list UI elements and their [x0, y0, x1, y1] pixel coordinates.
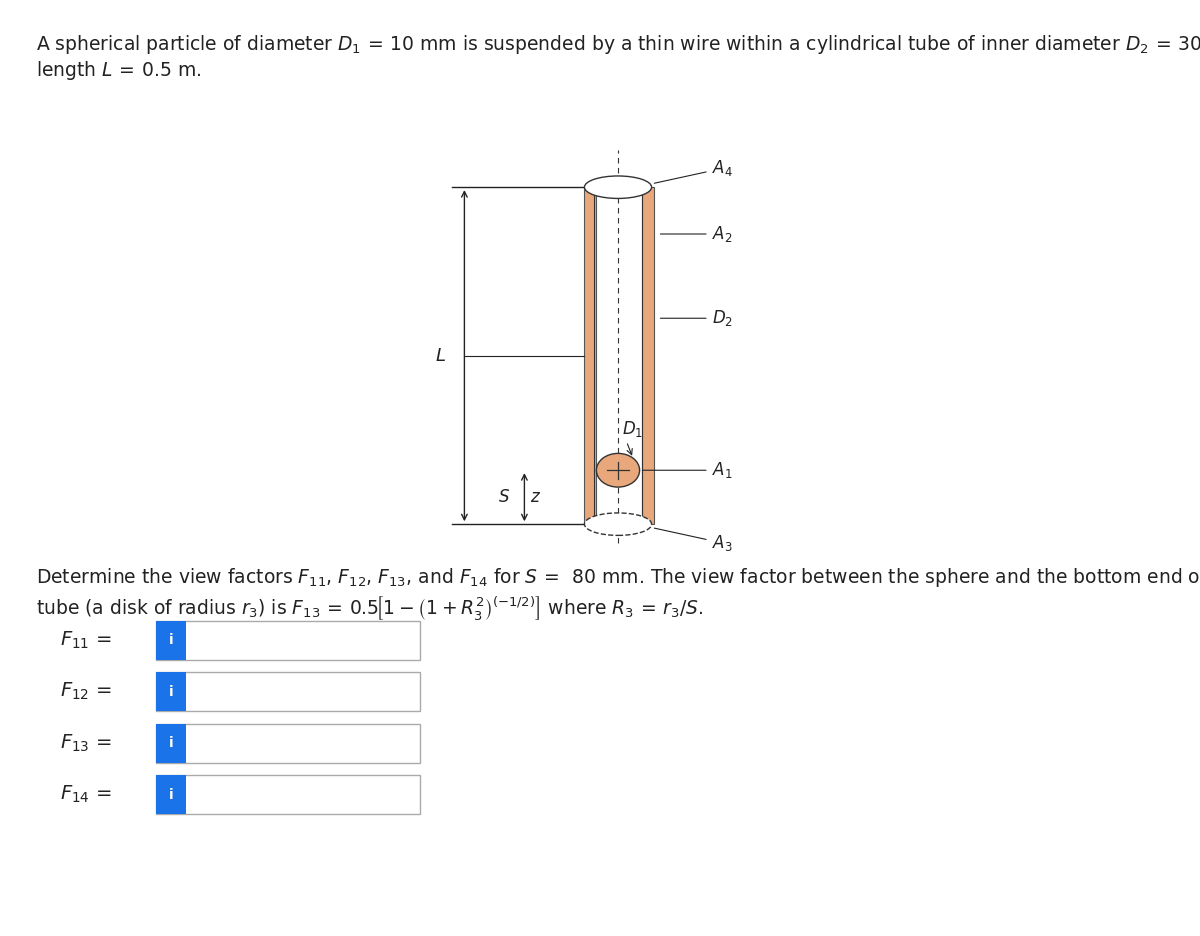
- FancyBboxPatch shape: [642, 187, 654, 524]
- Text: $L$: $L$: [436, 346, 446, 365]
- Text: $A_3$: $A_3$: [654, 528, 732, 553]
- Text: $F_{13}$ =: $F_{13}$ =: [60, 733, 112, 753]
- Text: A spherical particle of diameter $D_1\,=\,10$ mm is suspended by a thin wire wit: A spherical particle of diameter $D_1\,=…: [36, 33, 1200, 82]
- Text: i: i: [169, 737, 173, 750]
- Text: $F_{11}$ =: $F_{11}$ =: [60, 630, 112, 651]
- Text: i: i: [169, 788, 173, 801]
- Ellipse shape: [584, 176, 652, 198]
- Text: i: i: [169, 685, 173, 698]
- Text: tube (a disk of radius $r_3$) is $F_{13}\,=\,0.5\!\left[1-\left(1+R_3^2\right)^{: tube (a disk of radius $r_3$) is $F_{13}…: [36, 594, 703, 622]
- Text: $F_{12}$ =: $F_{12}$ =: [60, 681, 112, 702]
- Ellipse shape: [584, 513, 652, 535]
- Circle shape: [596, 453, 640, 487]
- Text: $D_2$: $D_2$: [660, 308, 733, 329]
- Text: $A_1$: $A_1$: [642, 461, 732, 480]
- Text: i: i: [169, 634, 173, 647]
- Text: $D_1$: $D_1$: [622, 419, 643, 439]
- Text: Determine the view factors $F_{11}$, $F_{12}$, $F_{13}$, and $F_{14}$ for $S\,=\: Determine the view factors $F_{11}$, $F_…: [36, 566, 1200, 590]
- Text: $A_2$: $A_2$: [660, 224, 732, 244]
- Text: $S$: $S$: [498, 489, 510, 506]
- Text: $z$: $z$: [530, 489, 541, 506]
- Text: $F_{14}$ =: $F_{14}$ =: [60, 784, 112, 805]
- FancyBboxPatch shape: [584, 187, 596, 524]
- Text: $A_4$: $A_4$: [654, 158, 732, 183]
